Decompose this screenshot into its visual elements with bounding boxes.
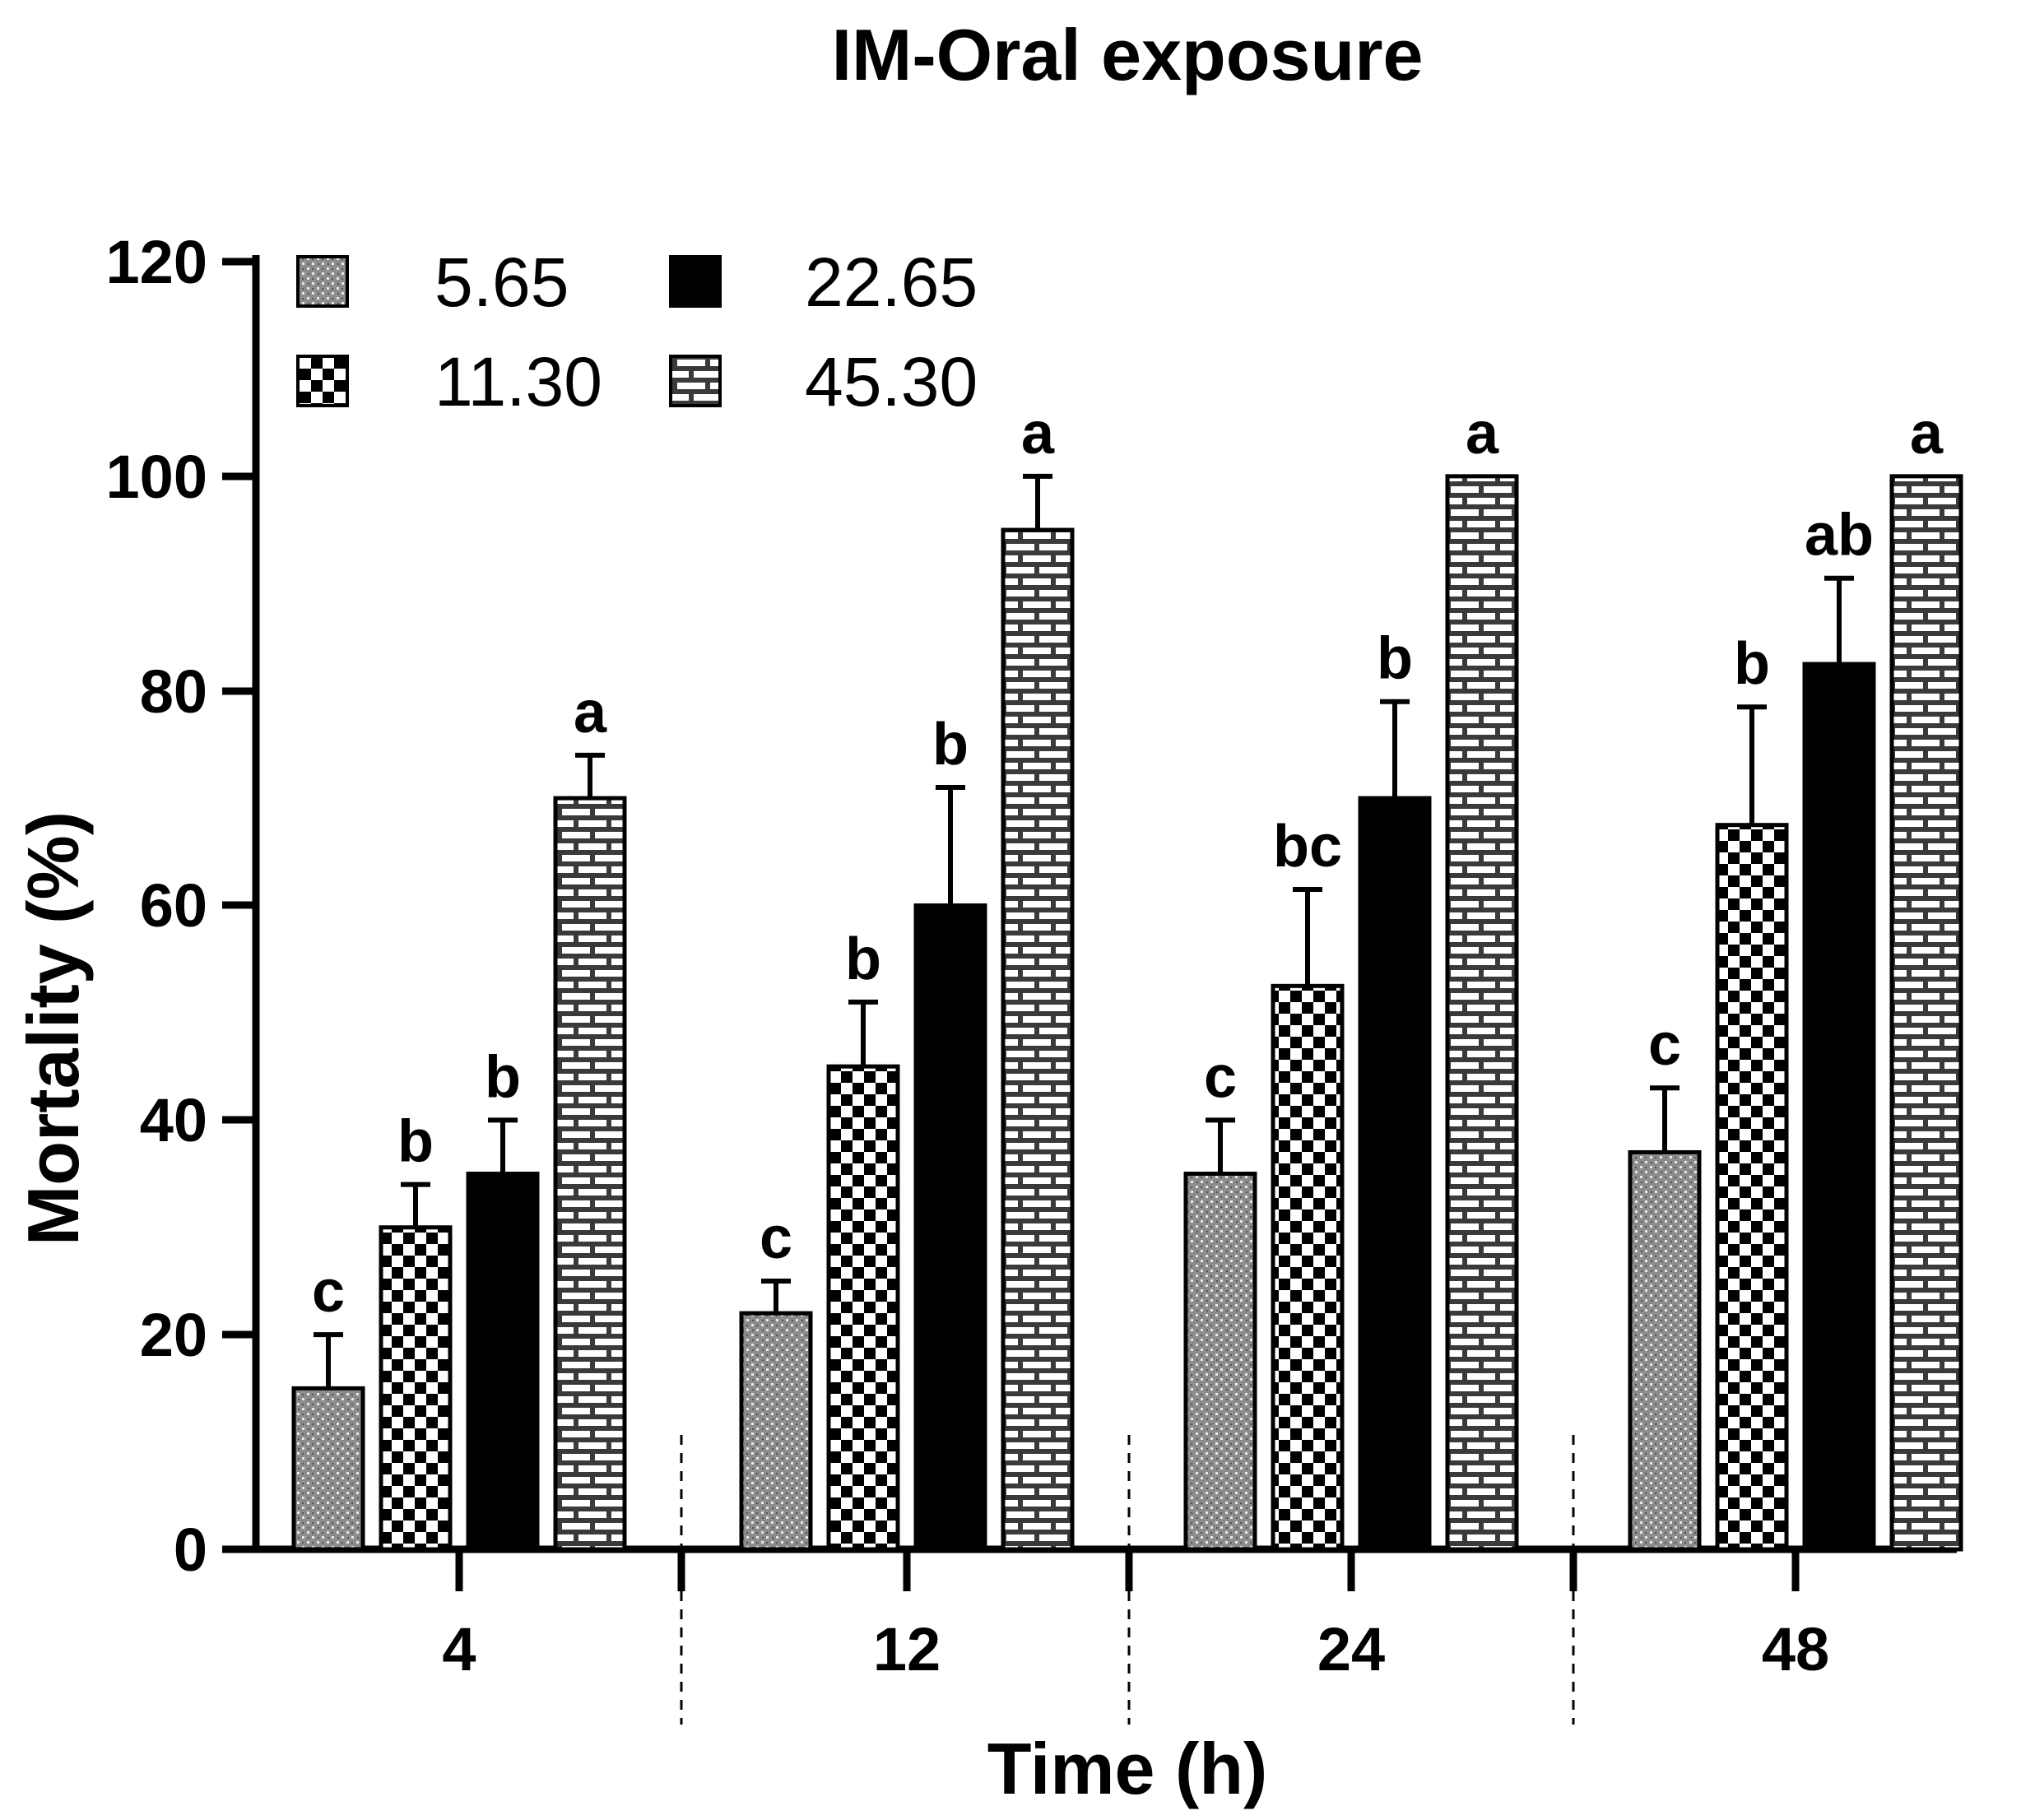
x-category-48: 48 [1762,1549,1829,1683]
legend-swatch-stipple [296,255,349,308]
error-bar-s1-c24 [1293,886,1322,987]
sig-letter-s0-c24: c [1204,1044,1237,1110]
bar-s1-c48 [1715,823,1789,1552]
y-tick-label-80: 80 [140,657,207,726]
y-tick-40: 40 [140,1086,256,1154]
error-bar-s1-c4 [401,1182,430,1228]
error-bar-s0-c4 [314,1332,343,1389]
y-tick-120: 120 [106,228,256,296]
sig-letter-s0-c4: c [312,1259,345,1325]
sig-letter-s1-c48: b [1734,631,1770,697]
sig-letter-s2-c24: b [1377,626,1413,692]
error-bar-s0-c48 [1650,1085,1680,1153]
bar-s2-c4 [466,1172,540,1552]
x-tick-label-12: 12 [873,1615,941,1683]
bar-s0-c4 [291,1386,365,1552]
bar-s3-c4 [553,796,627,1552]
x-axis-label: Time (h) [987,1728,1268,1809]
y-tick-60: 60 [140,871,256,940]
x-category-24: 24 [1317,1549,1385,1683]
legend-item-11-30: 11.30 [296,343,602,420]
bar-s0-c12 [739,1311,813,1552]
sig-letter-s0-c12: c [760,1205,792,1271]
bar-s2-c24 [1358,796,1432,1552]
x-tick-label-24: 24 [1317,1615,1385,1683]
bar-s1-c12 [826,1064,900,1552]
sig-letter-s0-c48: c [1648,1012,1681,1078]
legend-label-11-30: 11.30 [434,343,602,420]
x-tick-label-4: 4 [442,1615,476,1683]
bar-s3-c12 [1001,527,1075,1552]
legend-swatch-brick [669,355,722,407]
legend-item-45-30: 45.30 [669,343,978,420]
y-tick-80: 80 [140,657,256,726]
legend: 5.65 11.30 22.65 45.30 [296,244,978,420]
x-category-4: 4 [442,1549,476,1683]
sig-letter-s3-c48: a [1910,401,1944,467]
sig-letter-s3-c12: a [1021,401,1055,467]
error-bar-s0-c24 [1206,1117,1235,1174]
sig-letter-s1-c24: bc [1273,814,1342,880]
y-tick-label-100: 100 [106,443,207,511]
legend-label-45-30: 45.30 [805,343,978,420]
y-tick-label-0: 0 [174,1516,207,1584]
legend-swatch-solid [669,255,722,308]
bar-s1-c24 [1271,983,1345,1552]
bar-s3-c48 [1889,474,1963,1552]
sig-letter-s2-c48: ab [1805,503,1874,569]
sig-letter-s2-c12: b [932,712,969,778]
error-bar-s3-c4 [575,752,605,799]
legend-item-22-65: 22.65 [669,244,978,321]
y-tick-label-120: 120 [106,228,207,296]
legend-swatch-checker [296,355,349,407]
legend-label-22-65: 22.65 [805,244,978,321]
error-bar-s2-c12 [936,785,965,906]
legend-item-5-65: 5.65 [296,244,569,321]
bar-s1-c4 [379,1225,453,1552]
error-bar-s0-c12 [761,1278,791,1314]
bar-s3-c24 [1445,474,1519,1552]
bar-s2-c48 [1802,662,1876,1552]
error-bar-s2-c4 [488,1117,518,1174]
legend-label-5-65: 5.65 [434,244,569,321]
sig-letter-s3-c4: a [574,680,607,745]
error-bar-s1-c12 [848,999,878,1067]
error-bar-s1-c48 [1737,704,1767,825]
y-axis-label: Mortality (%) [12,811,94,1246]
y-tick-label-40: 40 [140,1086,207,1154]
y-tick-label-20: 20 [140,1301,207,1369]
bar-s2-c12 [913,903,987,1552]
bar-s0-c48 [1628,1149,1702,1552]
y-tick-0: 0 [174,1516,256,1584]
x-tick-label-48: 48 [1762,1615,1829,1683]
error-bar-s2-c24 [1380,699,1410,799]
error-bar-s3-c12 [1023,473,1052,531]
sig-letter-s1-c4: b [397,1109,434,1175]
error-bar-s2-c48 [1824,575,1854,665]
bar-s0-c24 [1183,1172,1257,1552]
sig-letter-s3-c24: a [1466,401,1499,467]
x-category-12: 12 [873,1549,941,1683]
sig-letter-s2-c4: b [485,1044,521,1110]
y-tick-20: 20 [140,1301,256,1369]
chart-title: IM-Oral exposure [832,14,1424,95]
sig-letter-s1-c12: b [845,926,881,992]
y-tick-label-60: 60 [140,871,207,940]
y-tick-100: 100 [106,443,256,511]
